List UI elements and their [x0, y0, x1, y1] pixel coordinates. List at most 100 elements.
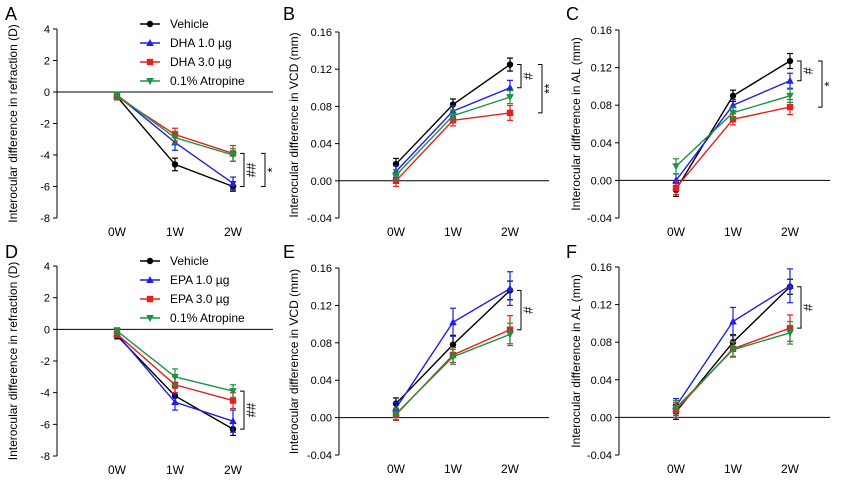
- panel-d-sig-label: ##: [243, 402, 258, 417]
- panel-f-y-tick-label: 0.16: [591, 262, 612, 274]
- panel-c-point-vehicle: [729, 92, 737, 100]
- panel-e-y-axis-label: Interocular difference in VCD (mm): [287, 269, 301, 454]
- panel-c: C Interocular difference in AL (mm) 0.16 0.…: [566, 4, 836, 239]
- panel-e-point-0-1pct-atropine: [506, 331, 514, 339]
- panel-b-x-tick-label: 1W: [444, 225, 463, 239]
- panel-c-point-dha-1-0-ug: [786, 76, 794, 84]
- panel-d-point-0-1pct-atropine: [171, 373, 179, 381]
- panel-a-legend-label: DHA 1.0 µg: [170, 36, 232, 50]
- panel-b-sig-bracket: [538, 64, 543, 114]
- panel-d-y-tick-label: 4: [44, 261, 50, 273]
- panel-b-series-dha-1-0-ug: [392, 79, 514, 178]
- panel-b-point-dha-1-0-ug: [506, 83, 514, 91]
- panel-e-point-0-1pct-atropine: [392, 410, 400, 418]
- panel-b-y-tick-label: 0.16: [311, 27, 332, 39]
- panel-f: F Interocular difference in AL (mm) 0.16 0.…: [566, 242, 830, 476]
- panel-d-legend-marker: [146, 315, 154, 322]
- panel-c-series-dha-1-0-ug: [672, 72, 794, 188]
- panel-e-sig-bracket: [517, 289, 522, 331]
- panel-f-x-tick-label: 1W: [724, 462, 743, 476]
- panel-c-x-tick-label: 2W: [781, 225, 800, 239]
- panel-a-legend-marker: [146, 78, 154, 85]
- panel-f-letter: F: [566, 242, 577, 262]
- panel-a-point-0-1pct-atropine: [113, 92, 121, 100]
- panel-a-legend: Vehicle DHA 1.0 µg DHA 3.0 µg 0.1% Atropine: [140, 17, 245, 88]
- panel-c-x-tick-label: 1W: [724, 225, 743, 239]
- panel-b-y-axis-label: Interocular difference in VCD (mm): [287, 32, 301, 217]
- panel-e-series-vehicle: [392, 280, 514, 410]
- panel-b-x-tick-label: 2W: [501, 225, 520, 239]
- panel-c-point-0-1pct-atropine: [672, 163, 680, 171]
- panel-b-point-0-1pct-atropine: [449, 112, 457, 120]
- panel-a-y-axis-label: Interocular difference in refraction (D): [6, 24, 20, 223]
- panel-b-point-vehicle: [506, 61, 514, 68]
- panel-b-sig-label: #: [520, 72, 535, 80]
- panel-a-x-tick-label: 2W: [224, 225, 243, 239]
- panel-e-x-tick-label: 1W: [444, 462, 463, 476]
- panel-a-y-tick-label: 4: [44, 24, 50, 36]
- panel-b-point-0-1pct-atropine: [392, 172, 400, 180]
- panel-f-point-epa-1-0-ug: [786, 281, 794, 289]
- panel-e-x-tick-label: 2W: [501, 462, 520, 476]
- panel-a-y-tick-label: 0: [44, 87, 50, 99]
- panel-b-series-0-1pct-atropine: [392, 89, 514, 182]
- panel-e-point-epa-1-0-ug: [449, 318, 457, 326]
- panel-a-series-0-1pct-atropine: [113, 91, 237, 162]
- panel-e-series-0-1pct-atropine: [392, 322, 514, 421]
- panel-d-y-axis-label: Interocular difference in refraction (D): [6, 262, 20, 461]
- panel-e-y-tick-label: -0.04: [307, 450, 332, 462]
- panel-e-letter: E: [283, 242, 295, 262]
- panel-a-legend-label: Vehicle: [170, 17, 209, 31]
- panel-c-sig-label: #: [800, 67, 815, 75]
- panel-a-legend-label: DHA 3.0 µg: [170, 55, 232, 69]
- panel-b-y-tick-label: -0.04: [307, 213, 332, 225]
- panel-c-letter: C: [566, 4, 579, 24]
- panel-a-y-tick-label: -4: [40, 150, 50, 162]
- panel-b-y-tick-label: 0.00: [311, 176, 332, 188]
- panel-c-point-0-1pct-atropine: [786, 92, 794, 100]
- panel-e-point-0-1pct-atropine: [449, 353, 457, 361]
- panel-a-point-vehicle: [171, 161, 179, 168]
- panel-c-series-0-1pct-atropine: [672, 88, 794, 175]
- panel-b-sig-label: **: [541, 84, 556, 94]
- panel-a-legend-marker: [146, 39, 154, 46]
- panel-e-y-tick-label: 0.00: [311, 413, 332, 425]
- panel-c-sig-bracket: [797, 60, 802, 82]
- panel-d-legend-label: EPA 1.0 µg: [170, 273, 229, 287]
- panel-d-y-tick-label: -4: [40, 388, 50, 400]
- panel-f-y-tick-label: 0.00: [591, 412, 612, 424]
- panel-c-point-dha-3-0-ug: [729, 116, 737, 123]
- panel-c-point-dha-3-0-ug: [672, 184, 680, 192]
- panel-c-point-dha-1-0-ug: [729, 101, 737, 109]
- panel-e-x-tick-label: 0W: [387, 462, 406, 476]
- panel-f-series-0-1pct-atropine: [672, 320, 794, 417]
- panel-f-sig-label: #: [800, 303, 815, 311]
- panel-f-y-tick-label: 0.08: [591, 337, 612, 349]
- panel-f-point-0-1pct-atropine: [672, 405, 680, 412]
- panel-f-sig-bracket: [797, 286, 802, 329]
- panel-f-point-epa-1-0-ug: [729, 317, 737, 325]
- panel-f-x-tick-label: 0W: [667, 462, 686, 476]
- panel-a-legend-marker: [146, 58, 154, 66]
- panel-d-y-tick-label: -8: [40, 451, 50, 463]
- panel-a-y-tick-label: -2: [40, 119, 50, 131]
- panel-a-point-0-1pct-atropine: [229, 152, 237, 159]
- panel-c-y-tick-label: 0.16: [591, 25, 612, 37]
- panel-b: B Interocular difference in VCD (mm) 0.16 0…: [283, 4, 556, 239]
- panel-a-point-dha-1-0-ug: [229, 179, 237, 187]
- panel-a-sig-bracket: [240, 152, 245, 187]
- panel-d-point-epa-1-0-ug: [171, 398, 179, 406]
- panel-e-point-vehicle: [449, 341, 457, 348]
- panel-d-point-0-1pct-atropine: [113, 327, 121, 335]
- panel-d-point-epa-3-0-ug: [229, 397, 237, 404]
- panel-b-sig-bracket: [517, 64, 522, 89]
- panel-e-y-tick-label: 0.16: [311, 263, 332, 275]
- panel-c-y-tick-label: -0.04: [587, 213, 612, 225]
- panel-d-sig-bracket: [240, 390, 245, 430]
- panel-d-legend-marker: [146, 257, 154, 265]
- panel-a-legend-marker: [146, 20, 154, 28]
- panel-c-y-tick-label: 0.00: [591, 175, 612, 187]
- panel-b-y-tick-label: 0.12: [311, 64, 332, 76]
